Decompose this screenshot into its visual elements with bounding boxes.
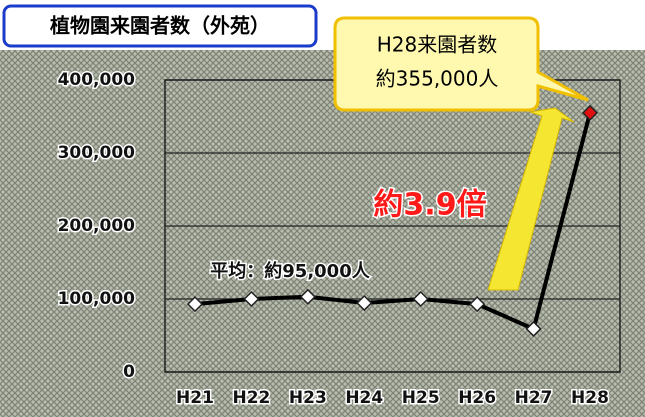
chart-title: 植物園来園者数（外苑） <box>50 14 270 38</box>
x-tick-label: H27 <box>515 388 553 408</box>
ratio-label: 約3.9倍 <box>373 188 486 223</box>
x-tick-label: H23 <box>289 388 327 408</box>
x-tick-label: H21 <box>176 388 214 408</box>
chart: 植物園来園者数（外苑） H28来園者数 約355,000人 約3.9倍 平均：約… <box>0 0 645 417</box>
y-tick-label: 300,000 <box>58 143 136 163</box>
y-tick-label: 0 <box>123 362 135 382</box>
x-tick-label: H26 <box>458 388 496 408</box>
x-tick-label: H25 <box>402 388 440 408</box>
x-tick-label: H24 <box>345 388 383 408</box>
y-tick-label: 400,000 <box>58 70 136 90</box>
x-tick-label: H28 <box>571 388 609 408</box>
x-tick-label: H22 <box>232 388 270 408</box>
y-tick-label: 200,000 <box>58 216 136 236</box>
y-tick-label: 100,000 <box>58 289 136 309</box>
callout-text: H28来園者数 <box>377 33 498 57</box>
callout-text: 約355,000人 <box>376 67 499 91</box>
average-label: 平均：約95,000人 <box>210 260 370 282</box>
